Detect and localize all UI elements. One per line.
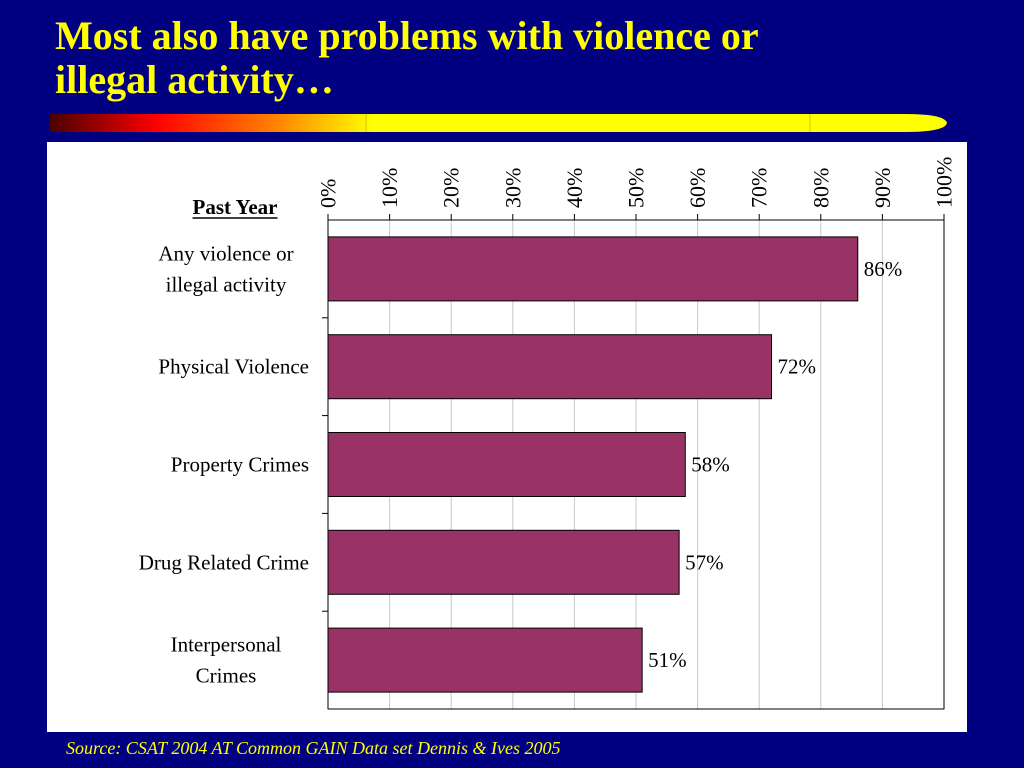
- x-tick-label: 80%: [808, 168, 833, 208]
- slide-title-line-2: illegal activity…: [55, 57, 334, 102]
- bar: [327, 334, 773, 400]
- data-label: 51%: [648, 648, 687, 672]
- x-tick-label: 60%: [685, 168, 710, 208]
- x-tick-label: 100%: [932, 157, 957, 208]
- x-tick-label: 30%: [500, 168, 525, 208]
- slide-title: Most also have problems with violence or…: [55, 14, 995, 102]
- bar-chart: 0% 10% 20% 30% 40% 50% 60% 70% 80% 90% 100% Past Ye…: [139, 157, 957, 710]
- category-label: Interpersonal: [171, 633, 282, 657]
- bar: [327, 432, 686, 497]
- category-label: illegal activity: [166, 272, 287, 296]
- x-tick-label: 40%: [562, 168, 587, 208]
- x-tick-label: 50%: [624, 168, 649, 208]
- group-label: Past Year: [193, 195, 278, 219]
- chart-panel: 0% 10% 20% 30% 40% 50% 60% 70% 80% 90% 100% Past Ye…: [47, 142, 967, 732]
- category-label: Any violence or: [158, 241, 293, 265]
- x-tick-label: 90%: [870, 168, 895, 208]
- data-label: 57%: [685, 550, 724, 574]
- category-label: Drug Related Crime: [139, 550, 309, 574]
- x-tick-label: 20%: [439, 168, 464, 208]
- category-label: Crimes: [196, 664, 257, 688]
- slide-title-line-1: Most also have problems with violence or: [55, 13, 759, 58]
- x-tick-label: 10%: [377, 168, 402, 208]
- bar: [327, 236, 859, 302]
- bar: [327, 627, 643, 693]
- category-label: Physical Violence: [158, 355, 309, 379]
- decorative-banner: [50, 114, 947, 132]
- x-tick-label: 70%: [747, 168, 772, 208]
- data-label: 72%: [778, 355, 817, 379]
- source-citation: Source: CSAT 2004 AT Common GAIN Data se…: [66, 738, 561, 758]
- bar: [327, 529, 680, 595]
- data-label: 86%: [864, 257, 903, 281]
- x-tick-label: 0%: [316, 179, 341, 208]
- category-label: Property Crimes: [171, 453, 309, 477]
- data-label: 58%: [691, 453, 730, 477]
